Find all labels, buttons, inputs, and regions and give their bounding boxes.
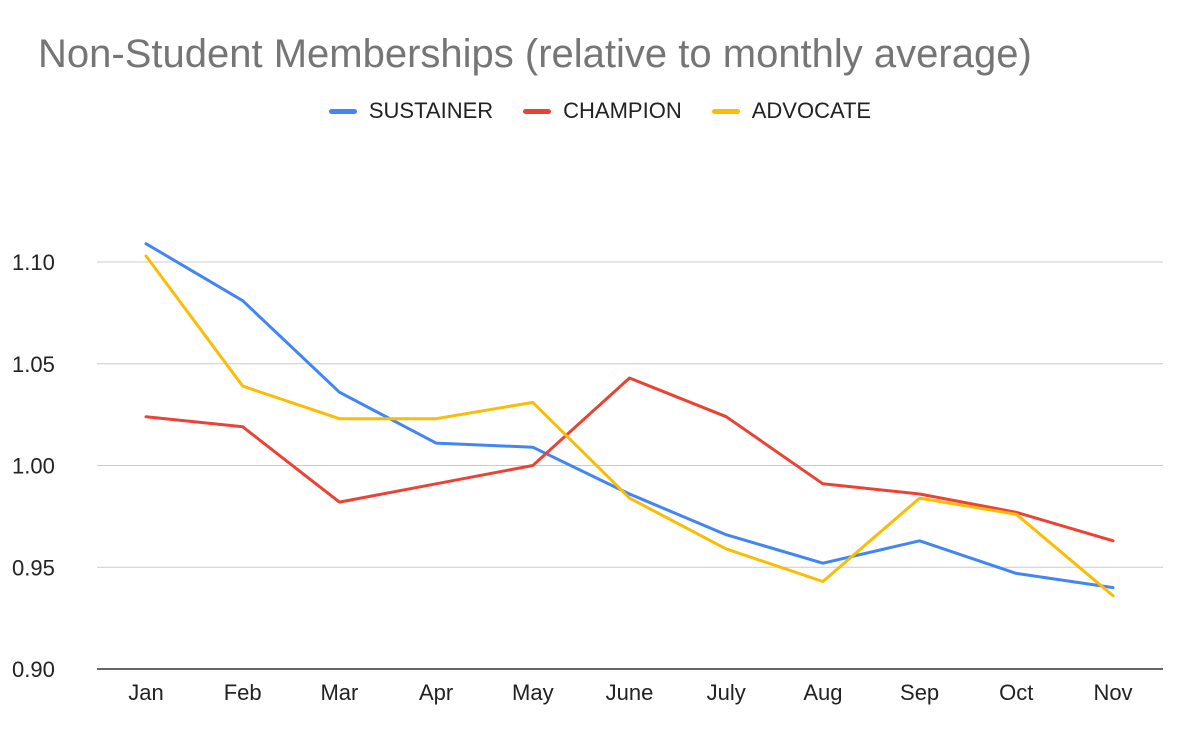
- series-line-champion: [144, 376, 1115, 543]
- series-line-sustainer: [144, 242, 1115, 590]
- chart-title: Non-Student Memberships (relative to mon…: [38, 32, 1032, 76]
- legend-swatch: [711, 108, 740, 114]
- x-tick-label: Mar: [320, 680, 358, 705]
- legend-item: ADVOCATE: [711, 98, 872, 124]
- legend-item: SUSTAINER: [328, 98, 494, 124]
- legend-label: SUSTAINER: [368, 98, 494, 123]
- x-tick-label: Feb: [224, 680, 262, 705]
- legend-item: CHAMPION: [523, 98, 682, 124]
- legend-swatch: [523, 108, 552, 114]
- legend: SUSTAINER CHAMPION ADVOCATE: [0, 98, 1200, 124]
- x-tick-label: Apr: [419, 680, 453, 705]
- legend-label: CHAMPION: [563, 98, 682, 123]
- y-tick-label: 0.90: [12, 657, 55, 682]
- x-tick-label: Oct: [999, 680, 1033, 705]
- y-tick-label: 1.00: [12, 454, 55, 479]
- y-tick-label: 0.95: [12, 555, 55, 580]
- y-tick-label: 1.10: [12, 250, 55, 275]
- x-tick-label: Sep: [900, 680, 939, 705]
- x-tick-label: Nov: [1093, 680, 1132, 705]
- x-tick-label: June: [606, 680, 654, 705]
- x-tick-label: Aug: [803, 680, 842, 705]
- legend-swatch: [328, 108, 357, 114]
- legend-label: ADVOCATE: [751, 98, 872, 123]
- y-tick-label: 1.05: [12, 352, 55, 377]
- x-tick-label: July: [707, 680, 746, 705]
- x-tick-label: May: [512, 680, 554, 705]
- series-line-advocate: [144, 254, 1115, 598]
- x-tick-label: Jan: [128, 680, 163, 705]
